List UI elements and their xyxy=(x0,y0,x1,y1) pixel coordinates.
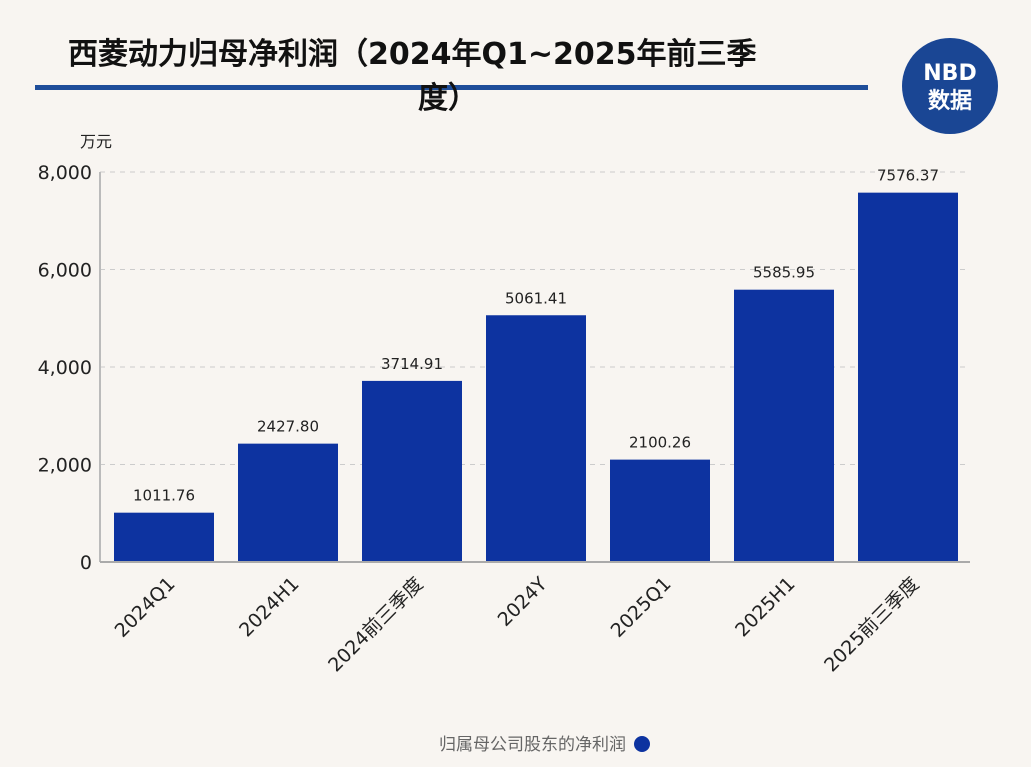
data-label: 2427.80 xyxy=(257,418,319,436)
y-axis-unit: 万元 xyxy=(80,132,112,151)
y-tick-label: 6,000 xyxy=(38,260,92,282)
legend: 归属母公司股东的净利润 xyxy=(439,735,650,755)
logo-circle xyxy=(902,38,998,134)
x-tick-label: 2025前三季度 xyxy=(820,573,923,676)
x-tick-label: 2024前三季度 xyxy=(324,573,427,676)
x-tick-label: 2024Y xyxy=(494,573,552,631)
logo-text-bottom: 数据 xyxy=(928,88,972,114)
chart-title-line2: 度） xyxy=(418,81,478,116)
logo-text-top: NBD xyxy=(923,61,976,86)
x-tick-label: 2025Q1 xyxy=(607,573,676,642)
bar xyxy=(486,315,586,562)
bar xyxy=(362,380,462,562)
nbd-logo: NBD 数据 xyxy=(902,38,998,134)
bar xyxy=(734,289,834,562)
bar xyxy=(114,512,214,562)
data-label: 2100.26 xyxy=(629,434,691,452)
x-tick-label: 2024Q1 xyxy=(111,573,180,642)
y-tick-label: 0 xyxy=(80,552,92,574)
bar xyxy=(238,443,338,562)
y-tick-label: 8,000 xyxy=(38,162,92,184)
data-label: 7576.37 xyxy=(877,167,939,185)
y-tick-label: 2,000 xyxy=(38,455,92,477)
chart-title-line1: 西菱动力归母净利润（2024年Q1~2025年前三季 xyxy=(68,37,757,72)
data-label: 5585.95 xyxy=(753,264,815,282)
title-underline xyxy=(35,85,868,90)
bar xyxy=(610,459,710,562)
x-tick-label: 2025H1 xyxy=(731,573,799,641)
legend-label: 归属母公司股东的净利润 xyxy=(439,735,626,755)
data-label: 5061.41 xyxy=(505,289,567,307)
legend-marker xyxy=(634,736,650,752)
y-tick-label: 4,000 xyxy=(38,357,92,379)
bar xyxy=(858,192,958,562)
data-label: 3714.91 xyxy=(381,355,443,373)
x-tick-label: 2024H1 xyxy=(235,573,303,641)
data-label: 1011.76 xyxy=(133,487,195,505)
